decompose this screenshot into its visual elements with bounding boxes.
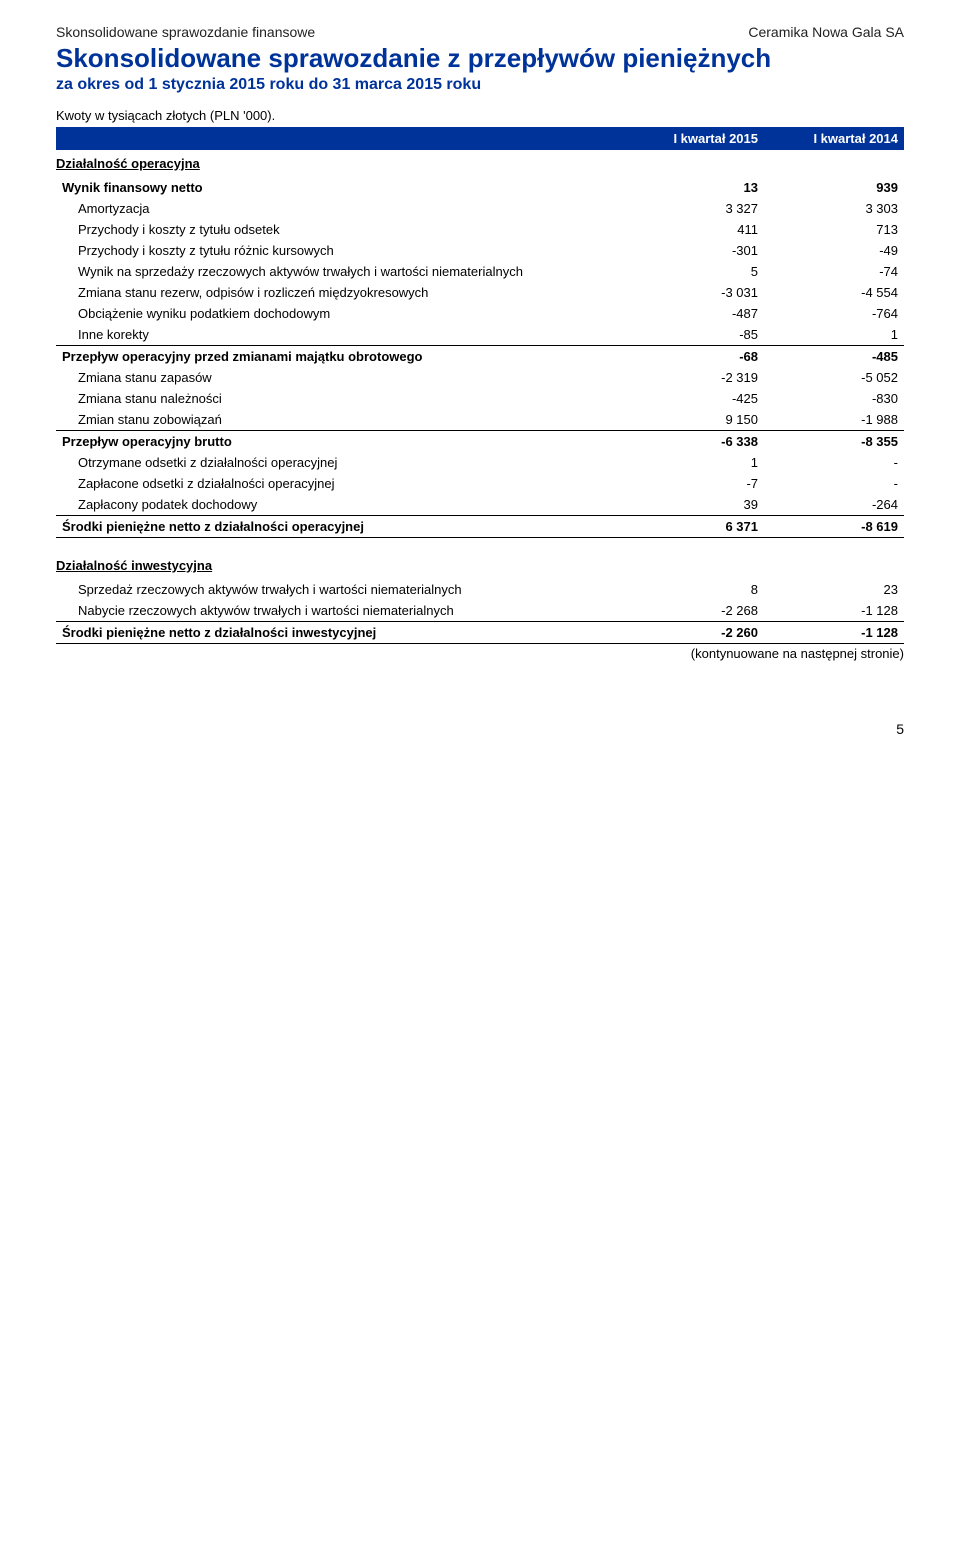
statement-title: Skonsolidowane sprawozdanie z przepływów… (56, 44, 904, 74)
table-row: Amortyzacja 3 327 3 303 (56, 198, 904, 219)
table-row: Środki pieniężne netto z działalności in… (56, 621, 904, 643)
table-row: Wynik finansowy netto 13 939 (56, 177, 904, 198)
table-row: Zmian stanu zobowiązań 9 150 -1 988 (56, 409, 904, 431)
page-number: 5 (56, 721, 904, 737)
investing-table: Sprzedaż rzeczowych aktywów trwałych i w… (56, 579, 904, 644)
table-row: Zmiana stanu zapasów -2 319 -5 052 (56, 367, 904, 388)
doc-header: Skonsolidowane sprawozdanie finansowe Ce… (56, 24, 904, 40)
table-row: Nabycie rzeczowych aktywów trwałych i wa… (56, 600, 904, 622)
header-right: Ceramika Nowa Gala SA (748, 24, 904, 40)
operating-section-label: Działalność operacyjna (56, 156, 904, 171)
column-header-row: I kwartał 2015 I kwartał 2014 (56, 127, 904, 150)
table-row: Przychody i koszty z tytułu odsetek 411 … (56, 219, 904, 240)
units-note: Kwoty w tysiącach złotych (PLN '000). (56, 108, 904, 123)
table-row: Zmiana stanu rezerw, odpisów i rozliczeń… (56, 282, 904, 303)
table-row: Obciążenie wyniku podatkiem dochodowym -… (56, 303, 904, 324)
operating-table: Wynik finansowy netto 13 939 Amortyzacja… (56, 177, 904, 538)
col-header-1: I kwartał 2015 (618, 131, 758, 146)
table-row: Sprzedaż rzeczowych aktywów trwałych i w… (56, 579, 904, 600)
statement-subtitle: za okres od 1 stycznia 2015 roku do 31 m… (56, 76, 904, 94)
table-row: Przepływ operacyjny przed zmianami mająt… (56, 345, 904, 367)
table-row: Przychody i koszty z tytułu różnic kurso… (56, 240, 904, 261)
table-row: Środki pieniężne netto z działalności op… (56, 515, 904, 537)
investing-section-label: Działalność inwestycyjna (56, 558, 904, 573)
header-left: Skonsolidowane sprawozdanie finansowe (56, 24, 315, 40)
table-row: Przepływ operacyjny brutto -6 338 -8 355 (56, 430, 904, 452)
col-header-2: I kwartał 2014 (758, 131, 898, 146)
table-row: Otrzymane odsetki z działalności operacy… (56, 452, 904, 473)
table-row: Zapłacony podatek dochodowy 39 -264 (56, 494, 904, 516)
table-row: Wynik na sprzedaży rzeczowych aktywów tr… (56, 261, 904, 282)
table-row: Inne korekty -85 1 (56, 324, 904, 346)
table-row: Zapłacone odsetki z działalności operacy… (56, 473, 904, 494)
table-row: Zmiana stanu należności -425 -830 (56, 388, 904, 409)
continuation-note: (kontynuowane na następnej stronie) (56, 646, 904, 661)
